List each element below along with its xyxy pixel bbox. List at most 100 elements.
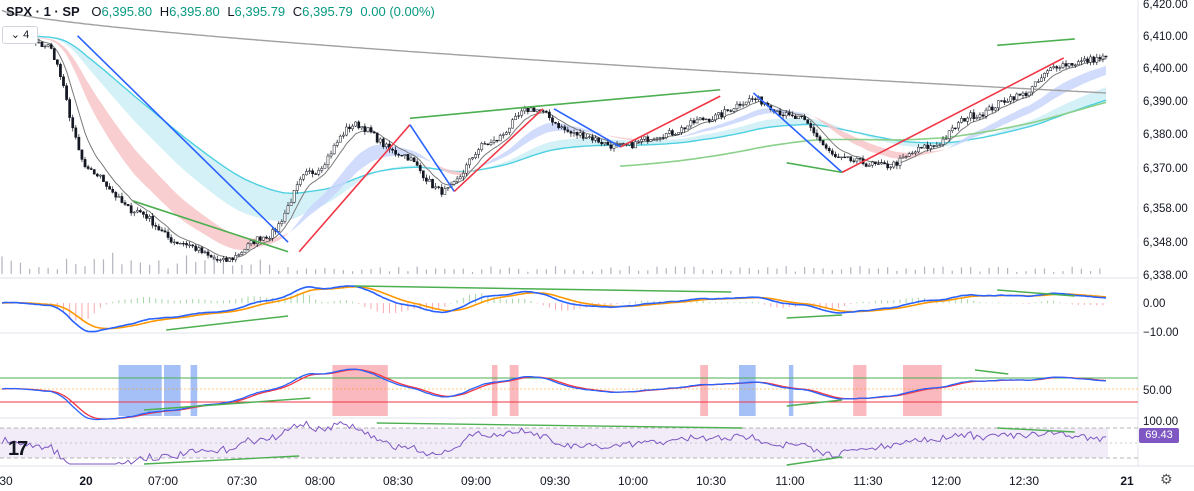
macd-histogram-bar [358, 303, 360, 305]
rsi-divergence-line [997, 427, 1075, 433]
candle-body [797, 115, 800, 119]
candle-body [603, 141, 607, 145]
candle-body [151, 215, 155, 226]
open-key: O [91, 4, 102, 19]
candle-body [957, 122, 960, 129]
macd-histogram-bar [444, 303, 446, 307]
candle-body [1092, 56, 1096, 63]
volume-bar [647, 270, 649, 274]
macd-histogram-bar [309, 295, 311, 304]
candle-body [145, 214, 148, 219]
indicator-count: 4 [23, 29, 30, 41]
candle-body [787, 112, 791, 116]
candle-body [105, 181, 108, 187]
candle-body [360, 126, 364, 129]
candle-body [89, 168, 93, 170]
candle-body [255, 236, 259, 245]
volume-bar [508, 267, 511, 274]
candle-body [563, 126, 567, 131]
macd-divergence-line [997, 289, 1075, 297]
macd-histogram-bar [917, 297, 919, 304]
candle-body [289, 202, 293, 206]
macd-histogram-bar [825, 303, 827, 310]
volume-bar [582, 270, 584, 274]
trend-line [620, 95, 721, 148]
time-tick-label: 08:30 [383, 474, 413, 488]
candle-body [1030, 86, 1034, 93]
volume-bar [591, 271, 594, 274]
macd-histogram-bar [776, 303, 778, 308]
candle-body [953, 127, 957, 129]
candle-body [52, 48, 56, 60]
stoch-panel [0, 365, 1138, 421]
candle-body [1040, 77, 1043, 82]
volume-bar [93, 259, 95, 274]
volume-bar [794, 271, 797, 274]
candle-body [498, 135, 502, 142]
candle-body [886, 163, 890, 169]
gear-icon[interactable]: ⚙ [1160, 471, 1173, 487]
volume-bar [407, 271, 409, 274]
candle-body [588, 136, 591, 138]
volume-bar [518, 269, 520, 274]
candle-body [846, 156, 850, 158]
candle-body [314, 173, 318, 175]
macd-histogram-bar [548, 303, 550, 308]
candle-body [508, 127, 511, 133]
volume-bar [767, 267, 769, 274]
candle-body [194, 245, 198, 251]
candle-body [142, 211, 145, 215]
candle-body [907, 153, 911, 157]
time-tick-label: 11:30 [853, 474, 882, 488]
candle-body [701, 117, 705, 120]
signal-highlight-zone [788, 365, 794, 416]
candle-body [182, 243, 185, 245]
candle-body [139, 210, 142, 213]
candle-body [800, 115, 803, 118]
candle-body [1033, 81, 1037, 87]
candle-body [406, 154, 410, 161]
volume-bar [720, 269, 723, 274]
volume-bar [1071, 266, 1073, 274]
macd-histogram-bar [708, 302, 710, 304]
volume-bar [1090, 271, 1092, 274]
candle-body [461, 172, 465, 178]
macd-histogram-bar [696, 300, 698, 304]
candle-body [972, 112, 976, 119]
macd-histogram-bar [622, 302, 624, 304]
macd-histogram-bar [1065, 303, 1067, 304]
macd-histogram-bar [155, 298, 157, 304]
indicators-toggle-button[interactable]: ⌄ 4 [2, 26, 38, 44]
candle-body [711, 119, 714, 122]
candle-body [188, 244, 191, 246]
macd-histogram-bar [555, 303, 557, 310]
volume-bar [56, 269, 58, 274]
candle-body [148, 215, 151, 219]
candle-body [302, 174, 305, 180]
macd-histogram-bar [954, 298, 956, 304]
macd-histogram-bar [979, 302, 981, 304]
symbol-label[interactable]: SPX · 1 · SP [6, 4, 80, 19]
volume-bar [222, 262, 225, 274]
volume-bar [1, 256, 3, 274]
divergence-line [132, 200, 289, 253]
macd-histogram-bar [222, 300, 224, 304]
candle-body [354, 121, 357, 127]
candle-body [913, 151, 917, 154]
candle-body [1052, 66, 1056, 69]
candle-body [283, 212, 287, 222]
candle-body [375, 132, 379, 143]
candle-body [794, 115, 797, 119]
ribbon-bull-segment [478, 123, 608, 168]
divergence-line [409, 104, 543, 120]
candle-body [443, 188, 447, 195]
candle-body [646, 136, 650, 142]
candle-body [852, 160, 856, 162]
rsi-value-badge: 69.43 [1139, 428, 1179, 443]
candle-body [465, 164, 468, 174]
macd-histogram-bar [247, 296, 249, 304]
candle-body [548, 111, 551, 118]
candle-body [726, 109, 730, 111]
candle-body [557, 122, 560, 129]
